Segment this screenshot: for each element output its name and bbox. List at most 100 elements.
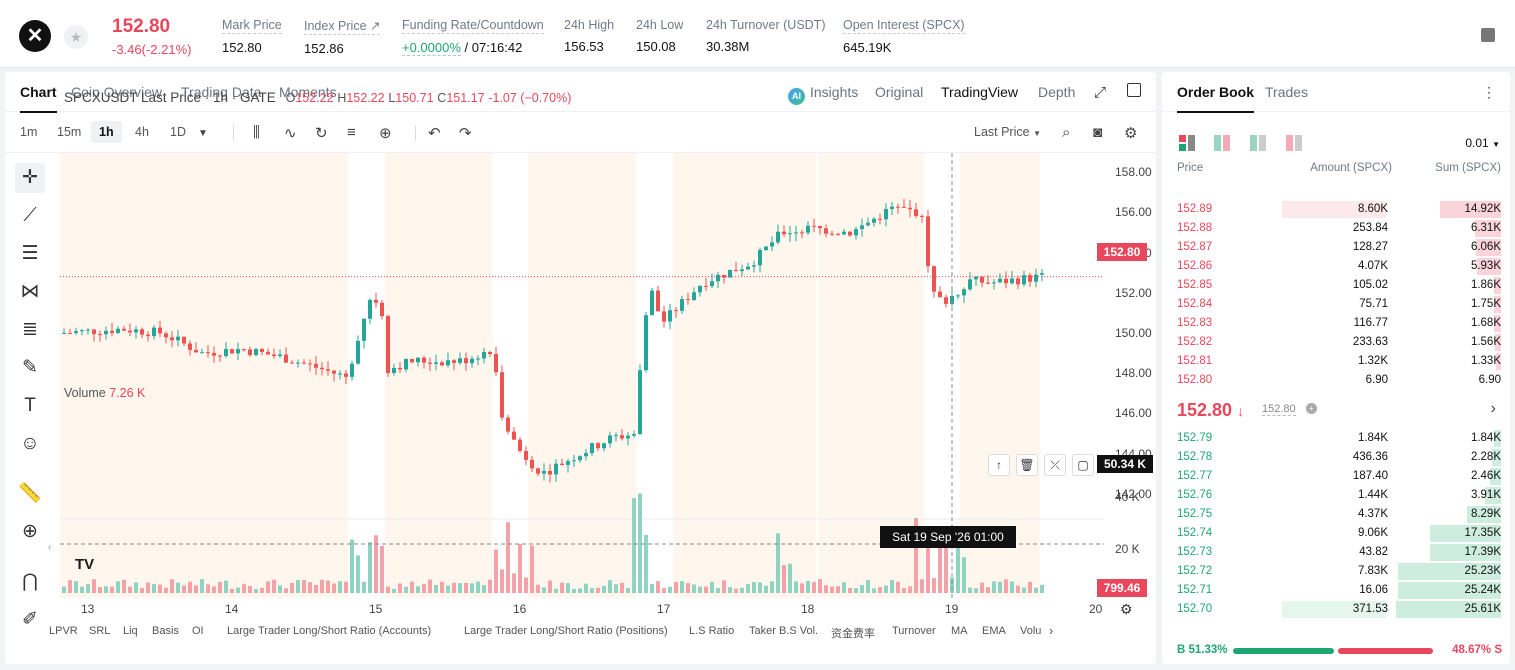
zoom-in-icon[interactable]: ⊕ <box>22 521 38 542</box>
text-icon[interactable]: T <box>24 395 36 416</box>
stat-mark-price[interactable]: Mark Price 152.80 <box>222 18 282 55</box>
magnet-icon[interactable]: ⋂ <box>22 571 38 592</box>
bid-row[interactable]: 152.72 7.83K 25.23K <box>1162 562 1510 581</box>
collapse-icon[interactable]: ⤫ <box>1044 454 1066 476</box>
indicator-ema[interactable]: EMA <box>982 625 1006 637</box>
layout-asks-icon[interactable] <box>1286 135 1304 151</box>
stat-funding-rate[interactable]: Funding Rate/Countdown +0.0000% / 07:16:… <box>402 18 544 56</box>
layout-bids-icon[interactable] <box>1250 135 1268 151</box>
indicator-funding-rate[interactable]: 资金费率 <box>831 628 875 640</box>
stat-index-price[interactable]: Index Price ↗ 152.86 <box>304 18 381 56</box>
crosshair-icon[interactable]: ✛ <box>15 163 45 193</box>
ask-row[interactable]: 152.80 6.90 6.90 <box>1162 371 1510 390</box>
ask-row[interactable]: 152.89 8.60K 14.92K <box>1162 200 1510 219</box>
indicator-ltlsr-accounts[interactable]: Large Trader Long/Short Ratio (Accounts) <box>227 625 432 637</box>
notebook-icon[interactable] <box>1481 28 1495 42</box>
tab-chart[interactable]: Chart <box>20 84 57 113</box>
bid-row[interactable]: 152.73 43.82 17.39K <box>1162 543 1510 562</box>
indicator-ls-ratio[interactable]: L.S Ratio <box>689 625 735 637</box>
candle-type-icon[interactable]: ⫼ <box>253 124 260 141</box>
ask-row[interactable]: 152.83 116.77 1.68K <box>1162 314 1510 333</box>
ruler-icon[interactable]: 📏 <box>18 483 42 504</box>
indicator-basis[interactable]: Basis <box>152 625 179 637</box>
tab-coin-overview[interactable]: Coin Overview <box>71 84 163 100</box>
bid-row[interactable]: 152.77 187.40 2.46K <box>1162 467 1510 486</box>
brush-icon[interactable]: ✎ <box>22 357 38 378</box>
timeframe-4h[interactable]: 4h <box>135 125 149 139</box>
ask-row[interactable]: 152.88 253.84 6.31K <box>1162 219 1510 238</box>
indicator-volume[interactable]: Volu <box>1020 625 1042 637</box>
bid-row[interactable]: 152.70 371.53 25.61K <box>1162 600 1510 619</box>
tab-moments[interactable]: Moments <box>279 84 337 100</box>
indicator-oi[interactable]: OI <box>192 625 204 637</box>
time-axis[interactable]: 13 14 15 16 17 18 19 20 <box>60 598 1104 620</box>
maximize-pane-icon[interactable]: ▢ <box>1072 454 1094 476</box>
chevron-right-icon[interactable]: › <box>1490 400 1496 417</box>
bid-row[interactable]: 152.76 1.44K 3.91K <box>1162 486 1510 505</box>
fib-icon[interactable]: ≣ <box>22 319 38 340</box>
lock-draw-icon[interactable]: ✐ <box>22 609 38 630</box>
undo-icon[interactable]: ↶ <box>428 125 441 142</box>
ask-row[interactable]: 152.86 4.07K 5.93K <box>1162 257 1510 276</box>
tab-trades[interactable]: Trades <box>1265 84 1309 100</box>
indicator-lpvr[interactable]: LPVR <box>49 625 78 637</box>
horizontal-lines-icon[interactable]: ☰ <box>21 243 39 264</box>
search-icon[interactable]: ⌕ <box>1062 124 1071 141</box>
timeframe-1m[interactable]: 1m <box>20 125 38 139</box>
time-settings-icon[interactable]: ⚙ <box>1120 601 1133 617</box>
templates-icon[interactable]: ≡ <box>347 124 356 141</box>
expand-icon[interactable]: ⤢ <box>1094 84 1107 101</box>
trendline-icon[interactable]: ⟋ <box>23 205 37 226</box>
tab-depth[interactable]: Depth <box>1038 84 1076 100</box>
bid-row[interactable]: 152.74 9.06K 17.35K <box>1162 524 1510 543</box>
delete-icon[interactable]: 🗑 <box>1016 454 1038 476</box>
redo-icon[interactable]: ↷ <box>459 125 472 142</box>
layout-bids-asks-icon[interactable] <box>1214 135 1232 151</box>
indicator-srl[interactable]: SRL <box>89 625 111 637</box>
timeframe-1d[interactable]: 1D <box>170 125 186 139</box>
settings-icon[interactable]: ⚙ <box>1124 125 1138 142</box>
ask-row[interactable]: 152.81 1.32K 1.33K <box>1162 352 1510 371</box>
ask-row[interactable]: 152.85 105.02 1.86K <box>1162 276 1510 295</box>
bid-row[interactable]: 152.78 436.36 2.28K <box>1162 448 1510 467</box>
ask-row[interactable]: 152.87 128.27 6.06K <box>1162 238 1510 257</box>
bid-row[interactable]: 152.79 1.84K 1.84K <box>1162 429 1510 448</box>
candlestick-chart[interactable] <box>60 153 1104 598</box>
indicator-liq[interactable]: Liq <box>123 625 138 637</box>
bid-row[interactable]: 152.71 16.06 25.24K <box>1162 581 1510 600</box>
more-options-icon[interactable]: ⋮ <box>1482 84 1496 100</box>
timeframe-1h[interactable]: 1h <box>91 121 122 143</box>
add-indicator-icon[interactable]: ⊕ <box>379 125 392 142</box>
price-type-select[interactable]: Last Price ▼ <box>974 125 1041 139</box>
bid-row[interactable]: 152.75 4.37K 8.29K <box>1162 505 1510 524</box>
info-icon[interactable]: + <box>1306 403 1317 414</box>
favorite-star-icon[interactable]: ★ <box>64 25 88 49</box>
mid-price[interactable]: 152.80 ↓ <box>1177 400 1245 420</box>
ask-row[interactable]: 152.84 75.71 1.75K <box>1162 295 1510 314</box>
indicator-taker-vol[interactable]: Taker B.S Vol. <box>749 625 819 637</box>
price-axis[interactable]: 158.00156.00154.00152.00150.00148.00146.… <box>1102 153 1156 598</box>
emoji-icon[interactable]: ☺ <box>20 433 40 454</box>
move-up-icon[interactable]: ↑ <box>988 454 1010 476</box>
window-icon[interactable] <box>1127 83 1141 97</box>
compare-icon[interactable]: ↻ <box>315 125 328 142</box>
tab-trading-data[interactable]: Trading Data <box>181 84 262 100</box>
indicator-ma[interactable]: MA <box>951 625 968 637</box>
tab-insights[interactable]: AI Insights <box>788 84 858 105</box>
timeframe-dropdown-icon[interactable]: ▼ <box>198 128 208 139</box>
tick-size-select[interactable]: 0.01 ▼ <box>1465 136 1500 150</box>
indicator-turnover[interactable]: Turnover <box>892 625 936 637</box>
collapse-toolbar-icon[interactable]: ‹ <box>48 542 52 553</box>
ask-row[interactable]: 152.82 233.63 1.56K <box>1162 333 1510 352</box>
timeframe-15m[interactable]: 15m <box>57 125 82 139</box>
indicator-ltlsr-positions[interactable]: Large Trader Long/Short Ratio (Positions… <box>464 625 668 637</box>
pattern-icon[interactable]: ⋈ <box>20 281 40 302</box>
tab-original[interactable]: Original <box>875 84 924 100</box>
stat-open-interest[interactable]: Open Interest (SPCX) 645.19K <box>843 18 965 55</box>
layout-both-icon[interactable] <box>1179 135 1197 151</box>
tab-tradingview[interactable]: TradingView <box>941 84 1019 100</box>
chevron-right-icon[interactable]: › <box>1049 623 1054 638</box>
indicators-icon[interactable]: ∿ <box>284 125 297 142</box>
tab-order-book[interactable]: Order Book <box>1177 84 1255 113</box>
camera-icon[interactable]: ◙ <box>1093 124 1103 141</box>
